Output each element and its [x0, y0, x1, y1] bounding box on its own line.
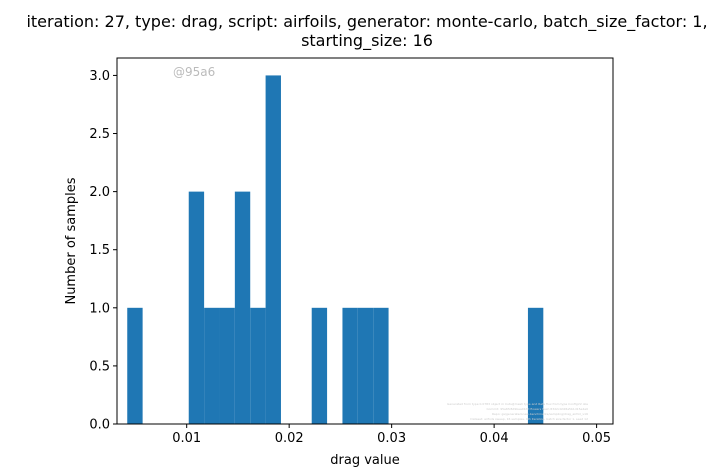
histogram-bar-10: [373, 307, 389, 424]
plot-area-frame: [116, 57, 614, 425]
x-tick-label: 0.02: [275, 431, 304, 446]
histogram-bar-4: [234, 191, 251, 424]
faint-annotation-line: Generated from type 0.0783 object m Cuts…: [447, 402, 588, 406]
histogram-bar-2: [204, 307, 220, 424]
chart-title-line-1: iteration: 27, type: drag, script: airfo…: [26, 12, 707, 32]
histogram-bar-3: [219, 307, 235, 424]
faint-annotation-line: Commit: 95a6fc8d9bea0b7d flowers hash 83…: [486, 407, 588, 411]
y-axis-label: Number of samples: [64, 177, 79, 304]
chart-title: iteration: 27, type: drag, script: airfo…: [26, 12, 707, 51]
y-tick-label: 1.5: [89, 243, 110, 258]
y-tick-label: 3.0: [89, 69, 110, 84]
histogram-bars: [127, 75, 544, 424]
y-tick-label: 0.0: [89, 418, 110, 433]
y-tick-label: 2.5: [89, 127, 110, 142]
histogram-bar-0: [127, 307, 143, 424]
histogram-bar-9: [357, 307, 374, 424]
x-tick-label: 0.04: [480, 431, 509, 446]
histogram-bar-8: [342, 307, 358, 424]
x-tick-label: 0.01: [172, 431, 201, 446]
faint-annotation-line: Repo: gs/generated-new-benchmarks/sampli…: [492, 412, 588, 416]
histogram-bar-5: [250, 307, 266, 424]
faint-annotation: Generated from type 0.0783 object m Cuts…: [447, 402, 588, 421]
x-tick-label: 0.05: [582, 431, 611, 446]
histogram-bar-6: [265, 75, 281, 424]
x-axis-label: drag value: [330, 453, 399, 468]
y-tick-label: 2.0: [89, 185, 110, 200]
histogram-bar-11: [527, 307, 544, 424]
x-tick-label: 0.03: [377, 431, 406, 446]
chart-title-line-2: starting_size: 16: [301, 31, 433, 51]
y-tick-label: 0.5: [89, 359, 110, 374]
histogram-bar-7: [311, 307, 328, 424]
x-axis-ticks: 0.01 0.02 0.03 0.04 0.05: [172, 424, 611, 446]
histogram-bar-1: [188, 191, 205, 424]
faint-annotation-line: Dataset: airfoils sweep, 16 samples, 4th…: [470, 417, 588, 421]
y-tick-label: 1.0: [89, 301, 110, 316]
y-axis-ticks: 0.0 0.5 1.0 1.5 2.0 2.5 3.0: [89, 69, 117, 433]
watermark-text: @95a6: [173, 65, 215, 79]
